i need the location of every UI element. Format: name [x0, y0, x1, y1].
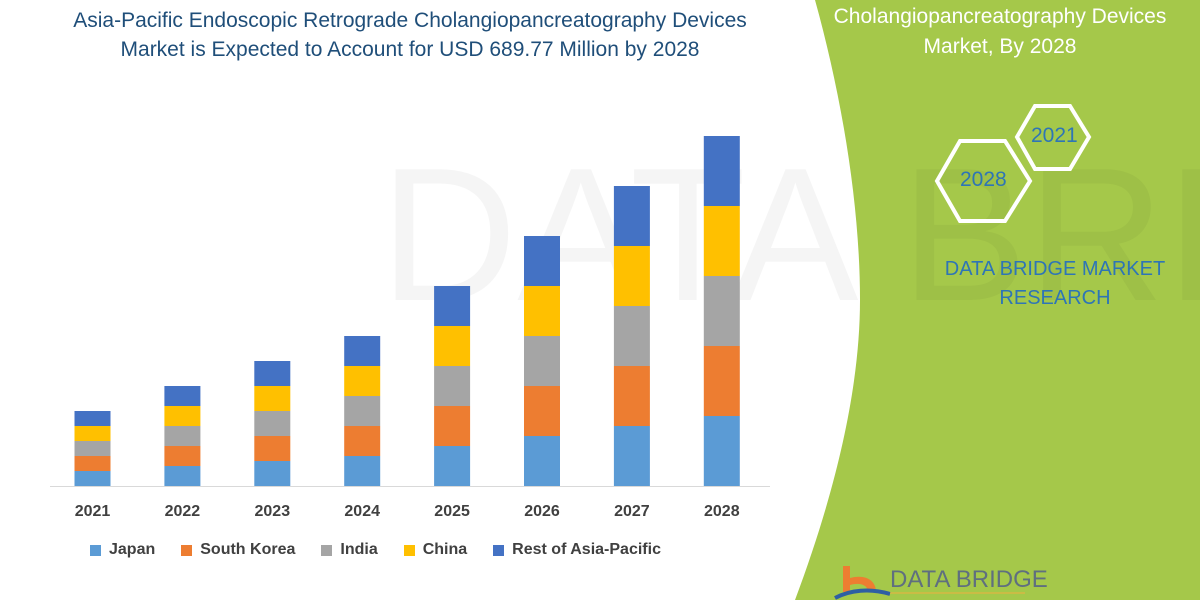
chart-title: Asia-Pacific Endoscopic Retrograde Chola…	[40, 6, 780, 64]
legend-item: Japan	[90, 541, 155, 559]
legend-swatch	[90, 544, 101, 556]
x-tick-label: 2022	[164, 503, 201, 520]
bar-2023-india	[254, 411, 291, 436]
bar-2025-south-korea	[434, 406, 471, 446]
legend-swatch	[493, 544, 505, 556]
x-tick-label: 2024	[344, 503, 380, 520]
bar-2024-rest-of-asia-pacific	[344, 336, 381, 366]
legend-swatch	[403, 544, 415, 556]
bar-2024-india	[344, 396, 381, 426]
chart-title-line1: Asia-Pacific Endoscopic Retrograde Chola…	[73, 9, 747, 32]
green-panel	[795, 0, 1200, 600]
bar-2024-japan	[344, 456, 381, 486]
side-title-line1: Cholangiopancreatography Devices	[833, 5, 1167, 28]
legend-label: India	[340, 541, 378, 558]
bar-chart	[50, 136, 770, 487]
bar-2027-japan	[613, 426, 650, 486]
bar-2021-china	[74, 426, 111, 441]
legend-item: South Korea	[181, 541, 295, 559]
x-tick-label: 2021	[74, 503, 111, 520]
x-tick-label: 2026	[524, 503, 560, 520]
bar-2026-rest-of-asia-pacific	[524, 236, 560, 286]
bar-2028-india	[703, 276, 740, 346]
brand-line2: RESEARCH	[999, 287, 1111, 309]
bar-2022-rest-of-asia-pacific	[164, 386, 201, 406]
bar-2021-south-korea	[74, 456, 111, 471]
bar-2026-china	[524, 286, 560, 336]
side-title-line2: Market, By 2028	[923, 35, 1077, 58]
x-tick-label: 2023	[254, 503, 291, 520]
bar-2027-rest-of-asia-pacific	[613, 186, 650, 246]
logo-text: DATA BRIDGE	[890, 566, 1048, 593]
bar-2028-rest-of-asia-pacific	[703, 136, 740, 206]
hexagon-2028	[934, 139, 1033, 223]
legend-swatch	[321, 544, 333, 556]
x-tick-label: 2027	[614, 503, 650, 520]
bar-2023-south-korea	[254, 436, 291, 461]
hex-year-2021: 2021	[1031, 124, 1078, 147]
legend-item: Rest of Asia-Pacific	[493, 541, 661, 559]
legend-label: South Korea	[200, 541, 296, 558]
side-title: Cholangiopancreatography Devices Market,…	[800, 2, 1200, 62]
bar-2023-rest-of-asia-pacific	[254, 361, 291, 386]
bar-2022-india	[164, 426, 201, 446]
legend-label: Rest of Asia-Pacific	[512, 541, 661, 558]
bar-2022-china	[164, 406, 201, 426]
bar-2026-south-korea	[524, 386, 560, 436]
x-tick-label: 2025	[434, 503, 470, 520]
legend-label: Japan	[109, 541, 156, 558]
logo-mark	[834, 566, 891, 600]
bar-2021-japan	[74, 471, 111, 486]
legend-item: China	[403, 541, 468, 559]
hexagon-2021	[1014, 104, 1092, 171]
bar-2026-japan	[524, 436, 560, 486]
bar-2021-india	[74, 441, 111, 456]
brand-line1: DATA BRIDGE MARKET	[944, 258, 1166, 280]
bar-2027-south-korea	[613, 366, 650, 426]
legend: Japan South Korea India China Rest of Asia-P…	[90, 541, 687, 559]
bar-2025-rest-of-asia-pacific	[434, 286, 471, 326]
bar-2028-japan	[703, 416, 740, 486]
bar-2025-china	[434, 326, 471, 366]
bar-2028-china	[703, 206, 740, 276]
x-tick-label: 2028	[704, 503, 740, 520]
bar-2021-rest-of-asia-pacific	[74, 411, 111, 426]
bar-2025-japan	[434, 446, 471, 486]
bar-2024-china	[344, 366, 381, 396]
brand-name: DATA BRIDGE MARKET RESEARCH	[905, 255, 1200, 313]
bar-2022-south-korea	[164, 446, 201, 466]
legend-swatch	[181, 544, 193, 556]
bar-2026-india	[524, 336, 560, 386]
legend-label: China	[422, 541, 468, 558]
chart-title-line2: Market is Expected to Account for USD 68…	[120, 38, 700, 61]
bar-2027-china	[613, 246, 650, 306]
legend-item: India	[321, 541, 378, 559]
bar-2023-china	[254, 386, 291, 411]
bar-2025-india	[434, 366, 471, 406]
bar-2024-south-korea	[344, 426, 381, 456]
bar-2027-india	[613, 306, 650, 366]
bar-2022-japan	[164, 466, 201, 486]
hex-year-2028: 2028	[960, 168, 1007, 191]
bar-2028-south-korea	[703, 346, 740, 416]
bar-2023-japan	[254, 461, 291, 486]
watermark: DATA BRIDGE	[380, 129, 1200, 341]
